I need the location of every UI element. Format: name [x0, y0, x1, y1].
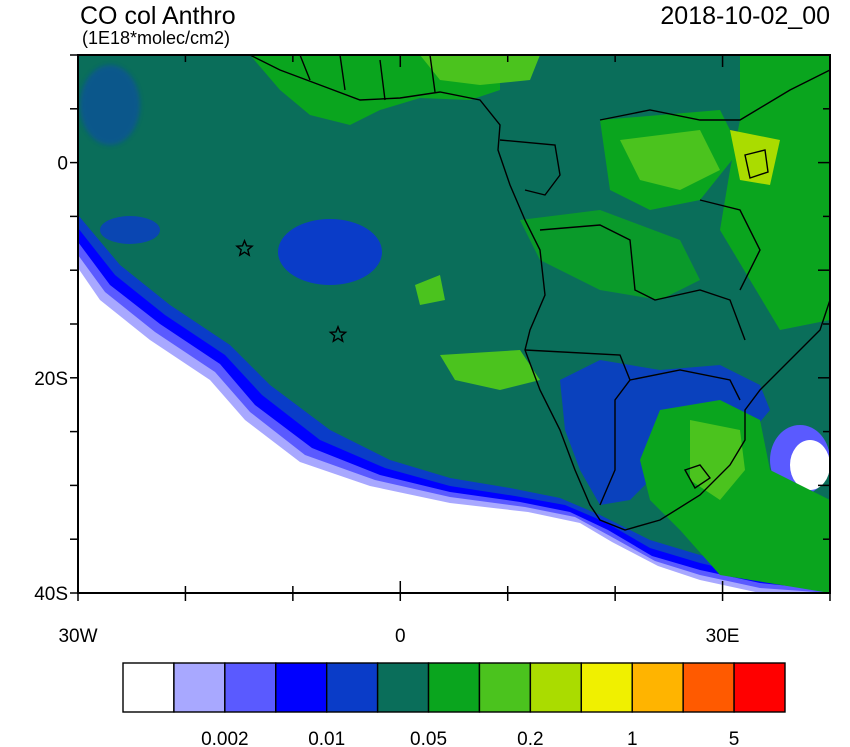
colorbar-swatch	[173, 662, 226, 713]
y-tick-label: 40S	[34, 584, 68, 605]
colorbar-label: 0.01	[308, 729, 345, 747]
colorbar-label: 1	[627, 729, 638, 747]
x-tick-label: 30W	[58, 626, 97, 647]
colorbar-swatch	[427, 662, 481, 713]
colorbar-label: 0.2	[517, 729, 543, 747]
map-datetime: 2018-10-02_00	[660, 2, 830, 30]
station-markers	[235, 238, 348, 343]
colorbar-label: 0.002	[201, 729, 249, 747]
colorbar-swatch	[275, 662, 328, 713]
y-tick-label: 0	[57, 154, 68, 175]
x-tick-label: 30E	[706, 626, 740, 647]
coastline-borders	[249, 55, 830, 531]
x-tick-label: 0	[395, 626, 406, 647]
colorbar-swatch	[478, 662, 532, 713]
colorbar-swatch	[631, 662, 684, 713]
colorbar-swatch	[376, 662, 430, 713]
colorbar-swatch	[733, 662, 786, 713]
axis-labels: 30W 0 30E 0 20S 40S	[34, 154, 739, 647]
colorbar-swatch	[529, 662, 583, 713]
colorbar-swatch	[580, 662, 633, 713]
star-marker-north	[235, 238, 254, 257]
colorbar-label: 0.05	[410, 729, 447, 747]
map-title: CO col Anthro	[80, 2, 236, 30]
colorbar-swatch	[224, 662, 277, 713]
colorbar-swatch	[325, 662, 379, 713]
concentration-field	[78, 55, 830, 593]
colorbar-swatch	[682, 662, 735, 713]
map-units: (1E18*molec/cm2)	[82, 28, 231, 48]
colorbar-label: 5	[729, 729, 740, 747]
colorbar: 0.002 0.01 0.05 0.2 1 5	[122, 662, 786, 747]
y-tick-label: 20S	[34, 369, 68, 390]
axis-ticks	[70, 54, 831, 601]
star-marker-south	[328, 324, 348, 343]
colorbar-swatch	[122, 662, 175, 713]
